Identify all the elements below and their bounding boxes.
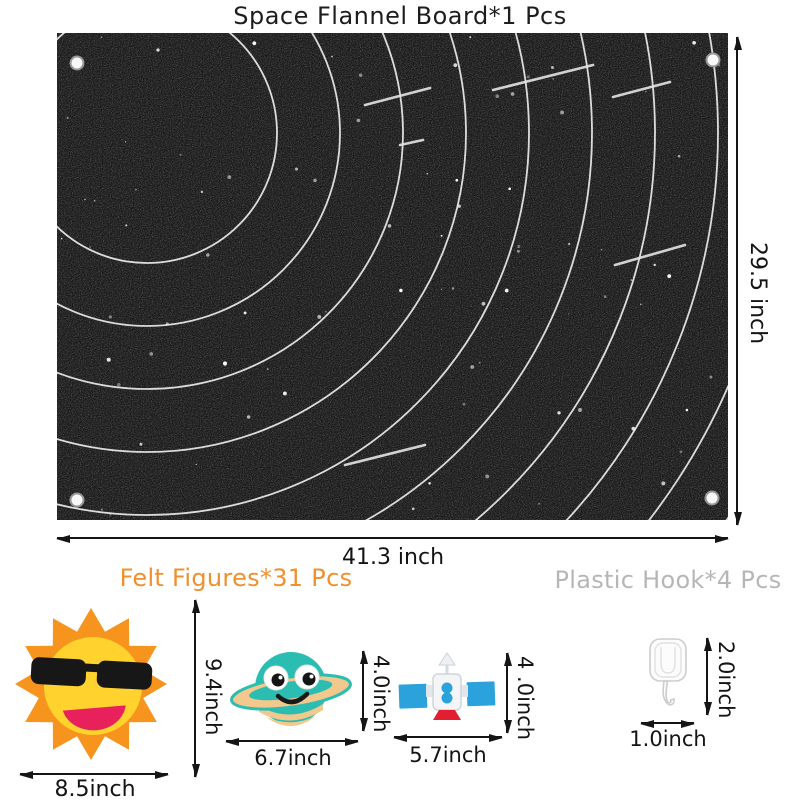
sun-height-arrow bbox=[192, 599, 200, 778]
hook-pad-detail bbox=[660, 647, 676, 674]
planet-width-arrow bbox=[225, 738, 359, 746]
plastic-hook-heading: Plastic Hook*4 Pcs bbox=[554, 566, 782, 594]
board-width-label: 41.3 inch bbox=[341, 545, 445, 570]
flannel-board bbox=[57, 33, 728, 520]
plastic-hook-figure bbox=[649, 638, 687, 706]
hook-height-arrow bbox=[704, 637, 712, 716]
board-width-arrow bbox=[56, 535, 729, 543]
satellite-arm bbox=[460, 685, 468, 697]
planet-face bbox=[263, 664, 320, 705]
board-height-arrow bbox=[734, 36, 742, 526]
satellite-height-label: 4 .0inch bbox=[513, 656, 537, 741]
sun-mouth bbox=[62, 705, 126, 731]
board-height-label: 29.5 inch bbox=[745, 242, 770, 345]
felt-figures-heading: Felt Figures*31 Pcs bbox=[119, 564, 353, 592]
hook-curl bbox=[662, 680, 675, 706]
planet-height-label: 4.0inch bbox=[369, 655, 393, 733]
satellite-light bbox=[441, 682, 453, 694]
hook-height-label: 2.0inch bbox=[714, 641, 738, 719]
hook-width-arrow bbox=[640, 720, 695, 728]
satellite-arm bbox=[426, 685, 434, 697]
sun-width-arrow bbox=[19, 771, 169, 779]
hook-pad-inner bbox=[654, 642, 682, 678]
hook-width-label: 1.0inch bbox=[629, 727, 707, 751]
satellite-antenna-icon bbox=[438, 652, 456, 676]
satellite-width-arrow bbox=[393, 734, 503, 742]
satellite-light bbox=[441, 692, 453, 704]
satellite-thruster bbox=[433, 710, 461, 720]
satellite-width-label: 5.7inch bbox=[409, 743, 487, 767]
satellite-figure bbox=[397, 652, 497, 720]
sun-figure bbox=[15, 608, 167, 760]
page-title: Space Flannel Board*1 Pcs bbox=[233, 2, 567, 30]
sun-width-label: 8.5inch bbox=[54, 777, 136, 800]
planet-stripes bbox=[259, 704, 323, 726]
felt-texture bbox=[57, 33, 728, 520]
saturn-planet-figure bbox=[230, 652, 352, 726]
sun-height-label: 9.4inch bbox=[201, 658, 225, 736]
planet-ring-icon bbox=[230, 673, 352, 711]
solar-panels-icon bbox=[397, 679, 497, 711]
satellite-height-arrow bbox=[504, 652, 512, 734]
planet-width-label: 6.7inch bbox=[254, 746, 332, 770]
sunglasses-icon bbox=[30, 657, 153, 690]
space-board-graphic bbox=[57, 33, 728, 520]
planet-height-arrow bbox=[360, 650, 368, 732]
